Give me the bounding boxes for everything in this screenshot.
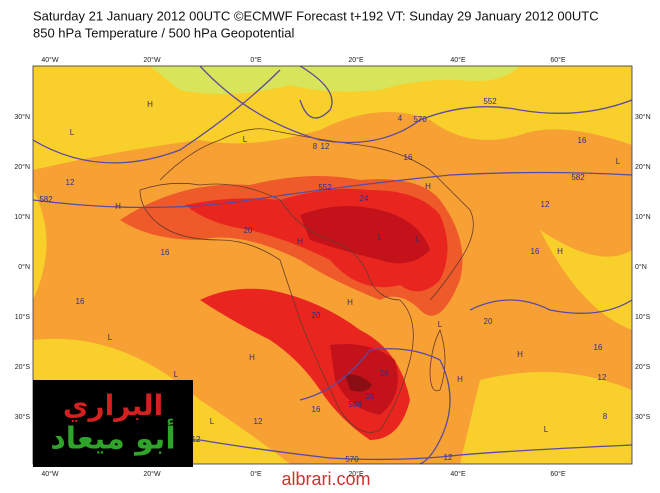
contour-label: 12 (541, 200, 550, 209)
pressure-mark: H (517, 350, 523, 359)
contour-label: 16 (404, 153, 413, 162)
pressure-mark: H (249, 353, 255, 362)
pressure-mark: L (210, 417, 215, 426)
pressure-mark: L (438, 320, 443, 329)
contour-label: 20 (484, 317, 493, 326)
lat-label: 10°S (15, 313, 31, 321)
contour-label: 12 (254, 417, 263, 426)
contour-label: 16 (76, 297, 85, 306)
logo-line1: البراري (63, 389, 163, 422)
pressure-mark: H (457, 375, 463, 384)
lat-label: 20°S (635, 363, 651, 371)
lat-label: 30°S (635, 413, 651, 421)
contour-label: 20 (312, 311, 321, 320)
contour-label: 16 (312, 405, 321, 414)
lat-label: 30°N (14, 113, 30, 121)
contour-label: 16 (594, 343, 603, 352)
header-line2: 850 hPa Temperature / 500 hPa Geopotenti… (33, 25, 295, 40)
contour-label: 16 (578, 136, 587, 145)
contour-label: 8 (313, 142, 318, 151)
lon-label: 40°E (450, 470, 466, 478)
lat-label: 20°S (15, 363, 31, 371)
pressure-mark: L (378, 233, 383, 242)
contour-label: 12 (321, 142, 330, 151)
contour-label: 582 (571, 173, 585, 182)
lat-label: 20°N (14, 163, 30, 171)
lon-label: 20°W (143, 56, 161, 64)
watermark: albrari.com (281, 469, 370, 488)
lon-label: 40°W (41, 470, 59, 478)
lon-label: 0°E (250, 470, 262, 478)
pressure-mark: H (557, 247, 563, 256)
lon-label: 20°W (143, 470, 161, 478)
contour-label: 16 (161, 248, 170, 257)
contour-label: 24 (360, 194, 369, 203)
header-line1: Saturday 21 January 2012 00UTC ©ECMWF Fo… (33, 8, 599, 23)
map-frame (32, 65, 633, 465)
contour-label: 4 (398, 114, 403, 123)
pressure-mark: H (347, 298, 353, 307)
pressure-mark: H (147, 100, 153, 109)
lat-label: 10°N (635, 213, 651, 221)
pressure-mark: L (70, 128, 75, 137)
lat-label: 0°N (635, 263, 647, 271)
lat-label: 10°N (14, 213, 30, 221)
contour-label: 12 (444, 453, 453, 462)
contour-label: 20 (244, 226, 253, 235)
pressure-mark: H (297, 237, 303, 246)
contour-label: 588 (348, 400, 362, 409)
lat-label: 0°N (18, 263, 30, 271)
contour-label: 16 (531, 247, 540, 256)
pressure-mark: L (108, 333, 113, 342)
contour-label: 12 (192, 435, 201, 444)
pressure-mark: L (174, 370, 179, 379)
lon-label: 20°E (348, 470, 364, 478)
contour-label: 552 (318, 183, 332, 192)
lon-label: 60°E (550, 56, 566, 64)
pressure-mark: L (616, 157, 621, 166)
lon-label: 0°E (250, 56, 262, 64)
pressure-mark: H (115, 202, 121, 211)
pressure-mark: L (416, 235, 421, 244)
lat-label: 10°S (635, 313, 651, 321)
lon-label: 40°W (41, 56, 59, 64)
lat-label: 30°N (635, 113, 651, 121)
contour-label: 570 (413, 115, 427, 124)
pressure-mark: L (243, 135, 248, 144)
lat-label: 20°N (635, 163, 651, 171)
contour-label: 570 (345, 455, 359, 464)
contour-label: 24 (380, 369, 389, 378)
pressure-mark: H (425, 182, 431, 191)
contour-label: 12 (598, 373, 607, 382)
contour-label: 12 (66, 178, 75, 187)
contour-label: 552 (483, 97, 497, 106)
lat-label: 30°S (15, 413, 31, 421)
pressure-mark: L (544, 425, 549, 434)
lon-label: 20°E (348, 56, 364, 64)
contour-label: 28 (366, 392, 375, 401)
contour-label: 582 (39, 195, 53, 204)
contour-label: 8 (603, 412, 608, 421)
lon-label: 60°E (550, 470, 566, 478)
logo-line2: أبو ميعاد (50, 419, 175, 457)
logo-box (33, 380, 193, 467)
lon-label: 40°E (450, 56, 466, 64)
